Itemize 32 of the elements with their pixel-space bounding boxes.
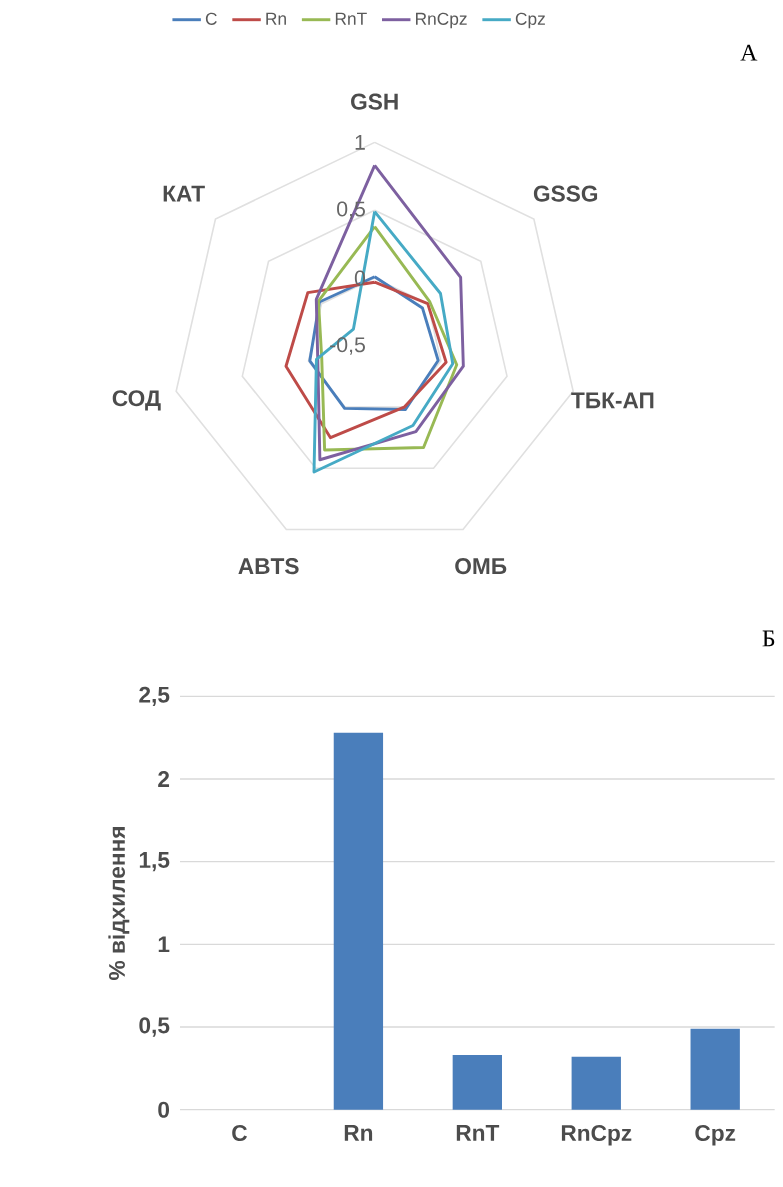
text: Б <box>762 630 775 647</box>
spoke-label: ТБК-АП <box>571 392 654 409</box>
y-tick-label: 1,5 <box>139 852 170 872</box>
spoke-label: ОМБ <box>455 558 507 575</box>
y-tick-label: 1 <box>158 936 170 953</box>
x-tick-label: RnCpz <box>561 1125 632 1146</box>
bar <box>690 1028 740 1110</box>
y-tick-label: 2,5 <box>139 686 170 706</box>
x-tick-label: C <box>232 1125 248 1142</box>
x-tick-label: Rn <box>344 1125 373 1141</box>
spoke-label: GSH <box>351 93 398 110</box>
legend-label: Rn <box>266 12 286 25</box>
y-tick-label: 2 <box>158 771 170 787</box>
spoke-label: ABTS <box>238 558 299 575</box>
y-tick-label: 1 <box>355 135 365 150</box>
y-axis-title: % відхилення <box>108 827 130 980</box>
y-tick-label: 0,5 <box>139 1017 170 1037</box>
spoke-label: СОД <box>112 390 161 411</box>
spoke-label: GSSG <box>533 185 598 202</box>
legend-label: C <box>205 12 217 25</box>
text: A <box>740 44 758 61</box>
y-tick-label: -0,5 <box>330 337 365 355</box>
bar <box>452 1055 502 1110</box>
spoke-label: КАТ <box>163 185 205 202</box>
legend-label: RnT <box>335 12 367 25</box>
legend-label: Cpz <box>515 12 545 29</box>
x-tick-label: Cpz <box>695 1125 736 1146</box>
x-tick-label: RnT <box>456 1125 500 1141</box>
legend-label: RnCpz <box>416 12 467 29</box>
bar <box>571 1056 621 1110</box>
bar <box>333 732 384 1110</box>
y-tick-label: 0 <box>158 1101 170 1118</box>
